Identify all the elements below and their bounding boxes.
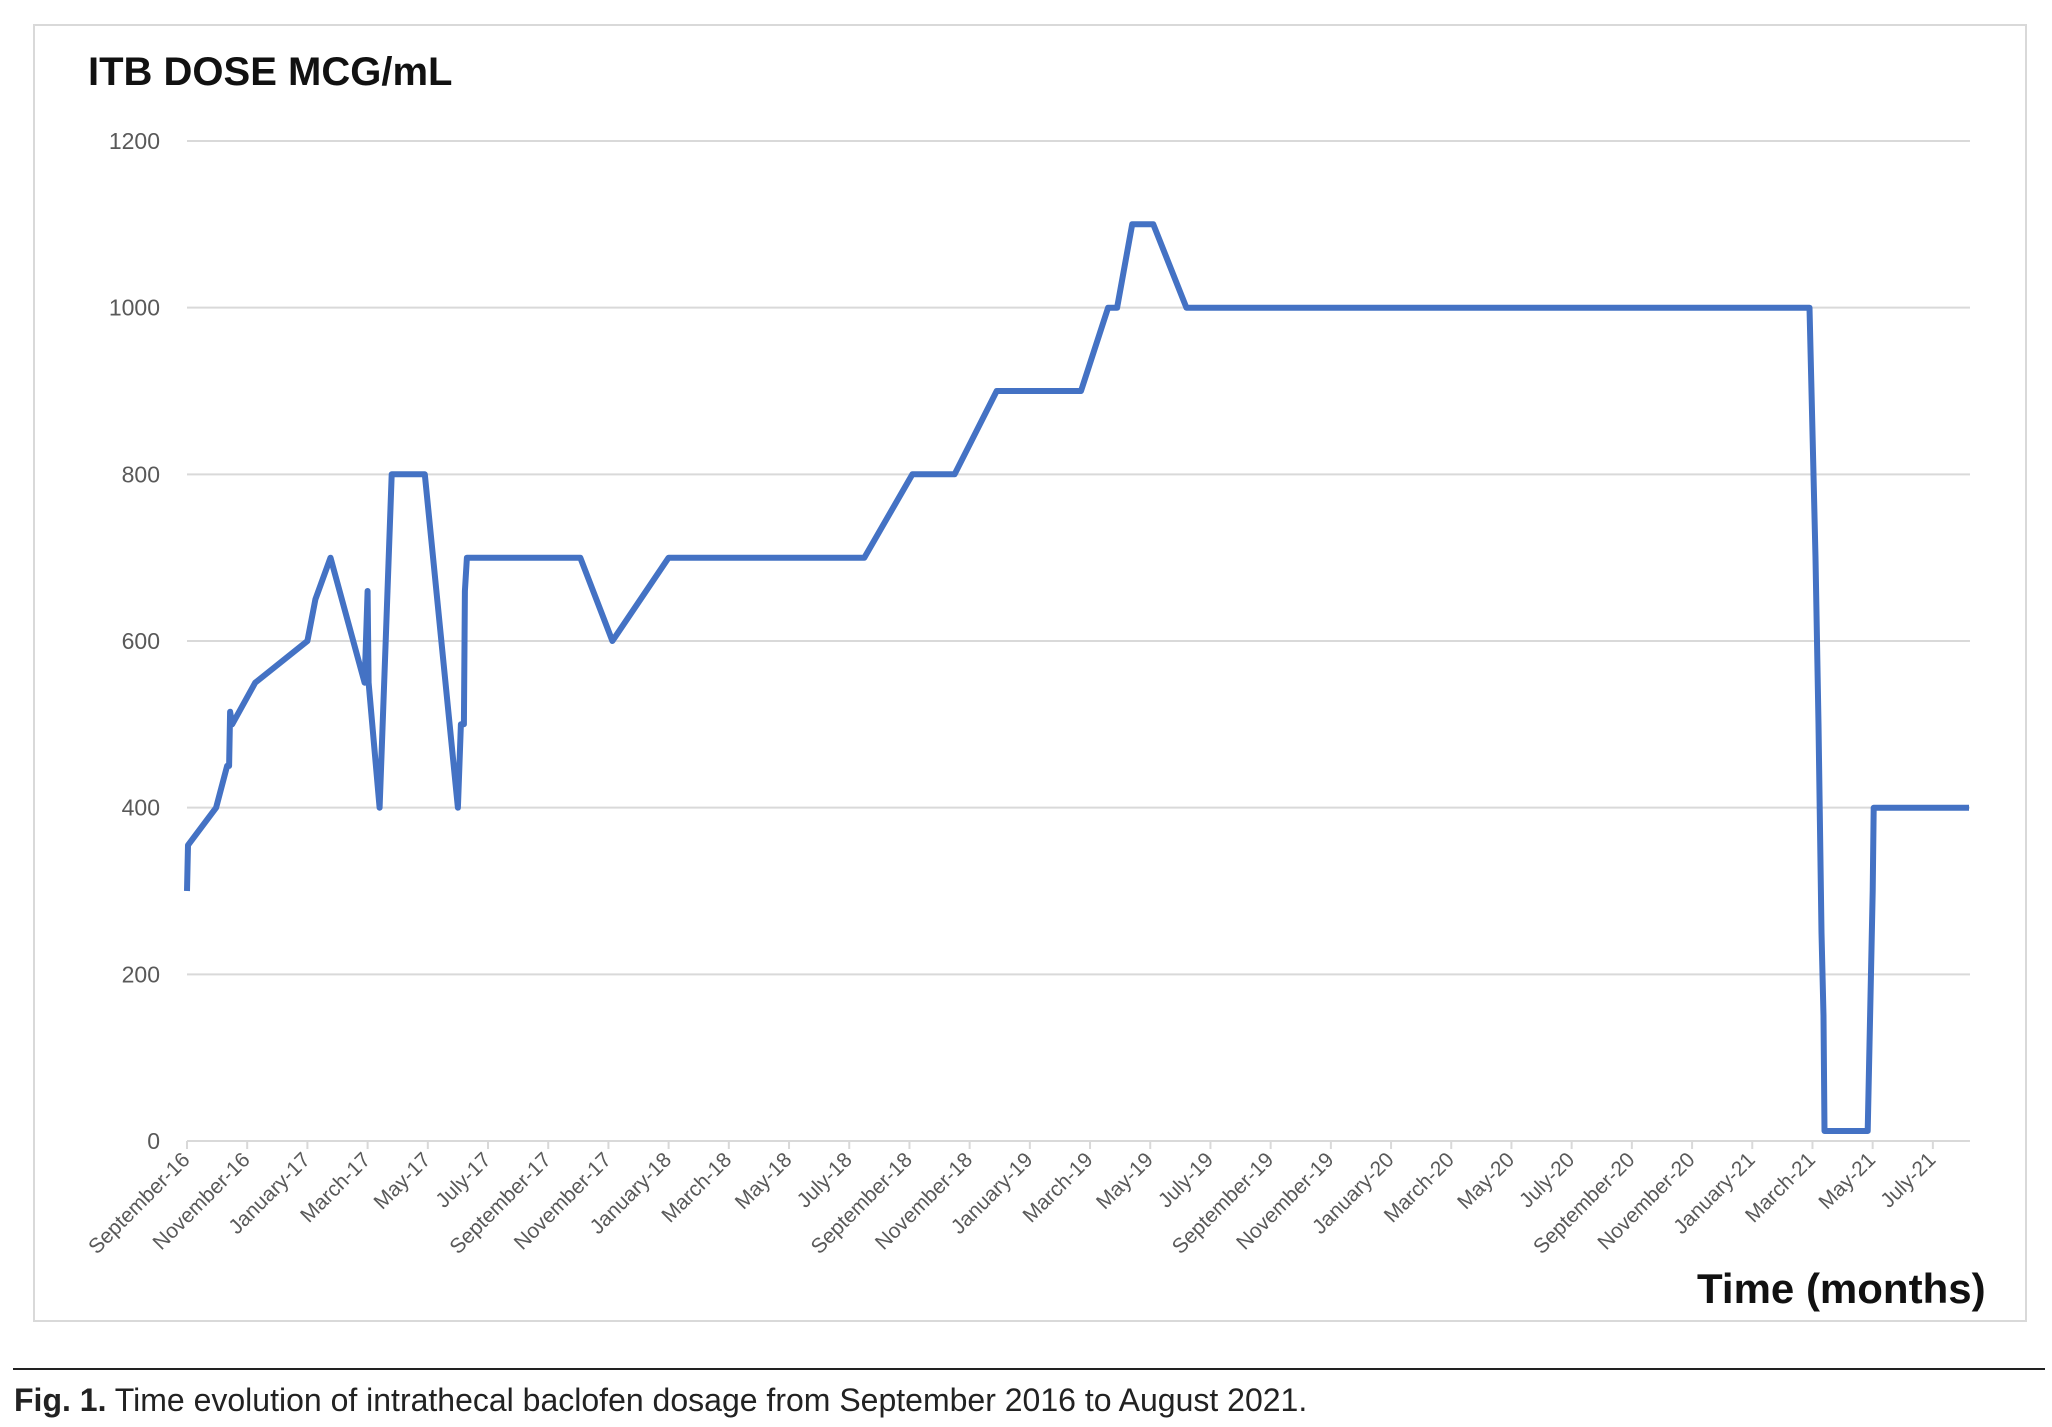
x-tick-label: May-19	[1092, 1148, 1158, 1214]
x-tick-label: July-21	[1876, 1148, 1940, 1212]
y-tick-label: 0	[147, 1128, 160, 1154]
dose-line	[184, 221, 1969, 1134]
caption-text: Time evolution of intrathecal baclofen d…	[106, 1382, 1308, 1418]
chart-frame	[33, 24, 2027, 1322]
x-tick-label: September-16	[84, 1148, 194, 1258]
x-tick-label: May-21	[1814, 1148, 1880, 1214]
caption-label: Fig. 1.	[14, 1382, 107, 1418]
x-axis-title: Time (months)	[1697, 1265, 1986, 1312]
y-tick-label: 400	[122, 795, 160, 821]
chart-title: ITB DOSE MCG/mL	[88, 50, 453, 94]
y-tick-label: 1200	[109, 128, 160, 154]
figure-caption: Fig. 1. Time evolution of intrathecal ba…	[14, 1382, 1307, 1419]
y-tick-label: 1000	[109, 295, 160, 321]
y-tick-label: 600	[122, 628, 160, 654]
x-tick-label: May-20	[1453, 1148, 1519, 1214]
y-tick-label: 200	[122, 961, 160, 987]
x-tick-label: May-17	[370, 1148, 436, 1214]
caption-divider	[13, 1368, 2045, 1370]
x-tick-label: May-18	[731, 1148, 797, 1214]
y-tick-label: 800	[122, 461, 160, 487]
